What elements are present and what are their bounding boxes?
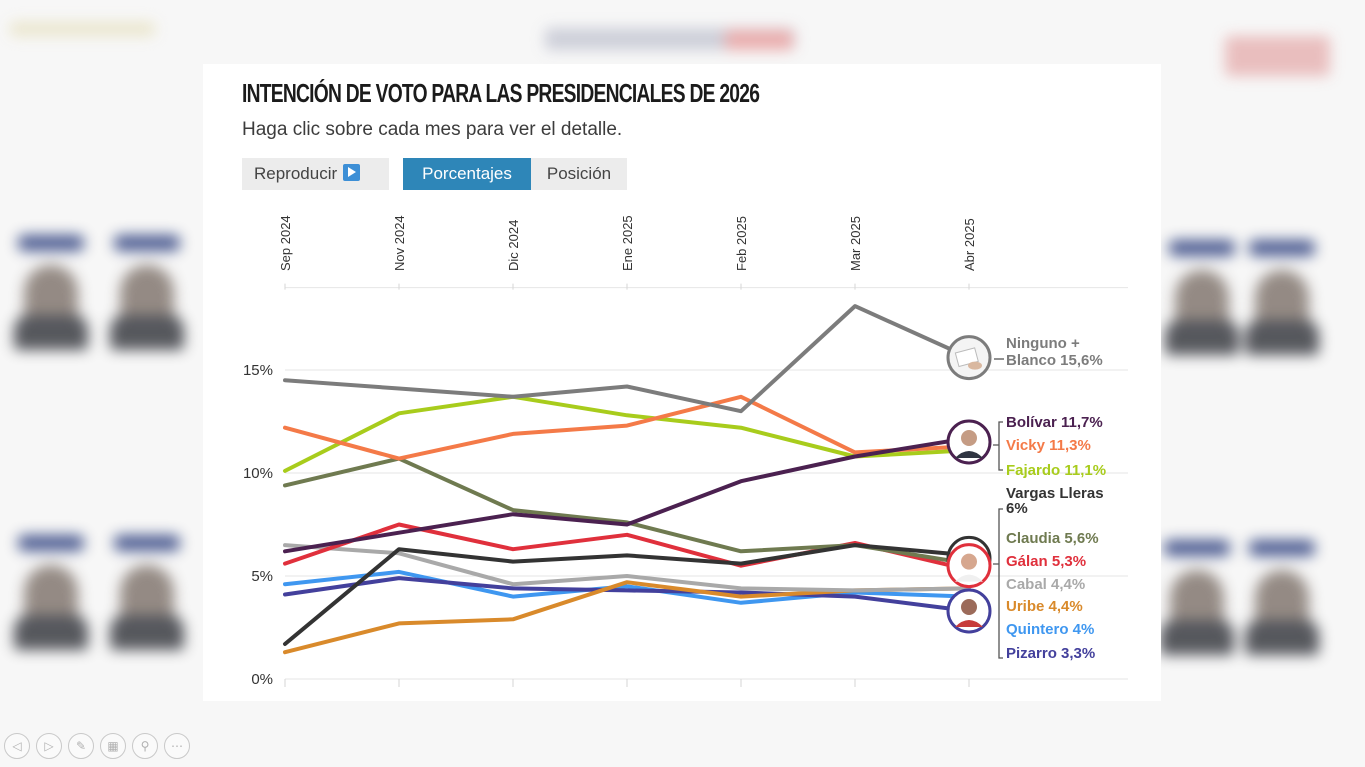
chart-series-lines [283, 304, 971, 655]
series-end-label[interactable]: Claudia 5,6% [1006, 530, 1099, 547]
blurred-candidate-card [110, 205, 184, 350]
x-tick-label[interactable]: Sep 2024 [278, 215, 293, 271]
pen-icon[interactable]: ✎ [68, 733, 94, 759]
label-brackets [993, 358, 1004, 659]
blurred-candidate-card [110, 505, 184, 650]
arrow-left-icon[interactable]: ◁ [4, 733, 30, 759]
label-bracket [993, 421, 1003, 471]
blurred-candidate-card [1165, 210, 1239, 355]
x-axis-labels: Sep 2024 Nov 2024 Dic 2024 Ene 2025 Feb 2025… [278, 215, 977, 271]
x-tick-label[interactable]: Mar 2025 [848, 216, 863, 271]
y-tick-label: 5% [251, 568, 273, 585]
label-bracket [993, 508, 1003, 659]
arrow-right-icon[interactable]: ▷ [36, 733, 62, 759]
more-icon[interactable]: ⋯ [164, 733, 190, 759]
series-end-label[interactable]: Ninguno + Blanco 15,6% [1006, 335, 1103, 369]
candidate-avatar[interactable] [946, 543, 992, 589]
series-end-label[interactable]: Bolívar 11,7% [1006, 414, 1103, 431]
blurred-candidate-card [1160, 510, 1234, 655]
series-line[interactable] [283, 394, 971, 461]
blurred-candidate-card [1245, 210, 1319, 355]
chart-panel: INTENCIÓN DE VOTO PARA LAS PRESIDENCIALE… [203, 64, 1161, 701]
y-tick-label: 15% [243, 362, 273, 379]
series-end-label[interactable]: Pizarro 3,3% [1006, 645, 1095, 662]
chart-title: INTENCIÓN DE VOTO PARA LAS PRESIDENCIALE… [242, 78, 760, 108]
y-axis-labels: 0% 5% 10% 15% [243, 362, 273, 688]
line-chart: Sep 2024 Nov 2024 Dic 2024 Ene 2025 Feb 2025… [243, 215, 1128, 688]
series-line[interactable] [283, 543, 971, 593]
series-end-label[interactable]: Cabal 4,4% [1006, 576, 1085, 593]
series-line[interactable] [283, 304, 971, 414]
series-line[interactable] [283, 436, 971, 554]
chart-subtitle: Haga clic sobre cada mes para ver el det… [242, 119, 623, 140]
series-line[interactable] [283, 569, 971, 605]
series-end-label[interactable]: Quintero 4% [1006, 621, 1094, 638]
blurred-logo [1225, 36, 1330, 76]
play-icon [343, 164, 361, 182]
series-line[interactable] [283, 543, 971, 646]
series-end-label[interactable]: Gálan 5,3% [1006, 553, 1086, 570]
zoom-icon[interactable]: ⚲ [132, 733, 158, 759]
tab-percentages[interactable]: Porcentajes [403, 158, 531, 190]
series-line[interactable] [283, 576, 971, 613]
ballot-avatar[interactable] [946, 335, 992, 381]
tab-position[interactable]: Posición [531, 158, 627, 190]
blurred-candidate-card [14, 205, 88, 350]
x-tick-label[interactable]: Abr 2025 [962, 218, 977, 271]
y-tick-label: 0% [251, 671, 273, 688]
play-button-label: Reproducir [254, 164, 338, 183]
blurred-candidate-card [14, 505, 88, 650]
candidate-avatar[interactable] [946, 588, 992, 634]
x-tick-label[interactable]: Ene 2025 [620, 215, 635, 271]
blurred-header-left [10, 22, 155, 36]
series-line[interactable] [283, 522, 971, 572]
blurred-slide-title-accent [725, 30, 793, 50]
series-end-label[interactable]: Fajardo 11,1% [1006, 462, 1106, 479]
presentation-toolbar: ◁ ▷ ✎ ▦ ⚲ ⋯ [4, 733, 190, 765]
candidate-avatar[interactable] [946, 419, 992, 465]
y-tick-label: 10% [243, 465, 273, 482]
x-tick-label[interactable]: Nov 2024 [392, 215, 407, 271]
x-tick-label[interactable]: Feb 2025 [734, 216, 749, 271]
blurred-candidate-card [1245, 510, 1319, 655]
slides-icon[interactable]: ▦ [100, 733, 126, 759]
series-end-label[interactable]: Vargas Lleras 6% [1006, 485, 1104, 517]
chart-grid [284, 283, 1128, 687]
series-end-label[interactable]: Vicky 11,3% [1006, 437, 1091, 454]
candidate-avatars [946, 335, 992, 634]
x-tick-label[interactable]: Dic 2024 [506, 220, 521, 271]
series-end-label[interactable]: Uribe 4,4% [1006, 598, 1083, 615]
series-end-labels: Ninguno + Blanco 15,6% Bolívar 11,7% Vicky … [1006, 335, 1106, 662]
play-button[interactable]: Reproducir [242, 158, 389, 190]
